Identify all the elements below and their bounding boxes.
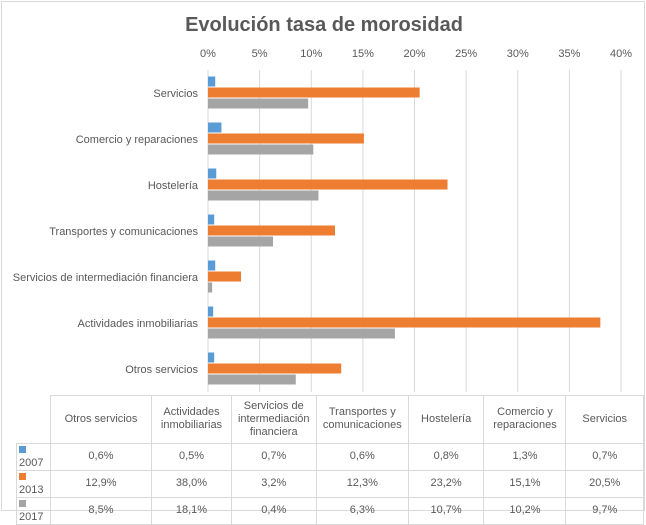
category-label: Servicios bbox=[153, 88, 198, 100]
x-tick-label: 20% bbox=[403, 48, 425, 60]
bar-2007 bbox=[208, 214, 215, 225]
table-corner bbox=[16, 395, 51, 444]
bar-2013 bbox=[208, 87, 420, 98]
table-row: 2007 0,6% 0,5% 0,7% 0,6% 0,8% 1,3% 0,7% bbox=[16, 442, 644, 471]
bar-2013 bbox=[208, 225, 335, 236]
table-cell: 0,7% bbox=[565, 442, 644, 471]
chart-title: Evolución tasa de morosidad bbox=[185, 14, 463, 36]
legend-swatch bbox=[19, 499, 26, 507]
table-cell: 3,2% bbox=[230, 469, 317, 498]
x-tick-label: 35% bbox=[558, 48, 580, 60]
legend-swatch bbox=[19, 445, 26, 453]
table-column-header: Servicios bbox=[565, 395, 644, 444]
category-label: Transportes y comunicaciones bbox=[49, 226, 198, 238]
x-tick-label: 15% bbox=[352, 48, 374, 60]
series-label: 2013 bbox=[19, 483, 44, 496]
bar-2007 bbox=[208, 76, 216, 87]
bar-2017 bbox=[208, 98, 309, 109]
table-header-row: Otros servicios Actividades inmobiliarias… bbox=[16, 395, 644, 444]
table-cell: 23,2% bbox=[407, 469, 485, 498]
bar-2007 bbox=[208, 352, 215, 363]
series-label-cell: 2013 bbox=[16, 469, 51, 498]
bar-2007 bbox=[208, 306, 214, 317]
table-column-header: Actividades inmobiliarias bbox=[151, 395, 232, 444]
table-cell: 38,0% bbox=[151, 469, 232, 498]
category-label: Actividades inmobiliarias bbox=[78, 318, 199, 330]
table-cell: 0,7% bbox=[230, 442, 317, 471]
series-label-cell: 2017 bbox=[16, 496, 51, 525]
series-label-cell: 2007 bbox=[16, 442, 51, 471]
series-label: 2017 bbox=[19, 510, 44, 523]
table-row: 2013 12,9% 38,0% 3,2% 12,3% 23,2% 15,1% 20,5% bbox=[16, 469, 644, 498]
x-tick-label: 30% bbox=[507, 48, 529, 60]
table-cell: 8,5% bbox=[49, 496, 153, 525]
x-tick-label: 5% bbox=[252, 48, 268, 60]
table-column-header: Hostelería bbox=[407, 395, 485, 444]
table-column-header: Servicios de intermediación financiera bbox=[230, 395, 317, 444]
bar-2017 bbox=[208, 282, 213, 293]
series-label: 2007 bbox=[19, 456, 44, 469]
category-label: Servicios de intermediación financiera bbox=[13, 272, 199, 284]
table-cell: 15,1% bbox=[483, 469, 567, 498]
table-cell: 10,2% bbox=[483, 496, 567, 525]
table-cell: 0,5% bbox=[151, 442, 232, 471]
category-label: Comercio y reparaciones bbox=[76, 134, 199, 146]
table-column-header: Comercio y reparaciones bbox=[483, 395, 567, 444]
table-cell: 6,3% bbox=[315, 496, 409, 525]
table-cell: 9,7% bbox=[565, 496, 644, 525]
bar-2013 bbox=[208, 271, 242, 282]
bar-2013 bbox=[208, 133, 364, 144]
bar-2013 bbox=[208, 317, 601, 328]
x-tick-label: 40% bbox=[610, 48, 632, 60]
bar-2017 bbox=[208, 374, 296, 385]
table-cell: 18,1% bbox=[151, 496, 232, 525]
x-tick-label: 10% bbox=[300, 48, 322, 60]
bar-2013 bbox=[208, 363, 342, 374]
table-column-header: Transportes y comunicaciones bbox=[315, 395, 409, 444]
table-cell: 0,4% bbox=[230, 496, 317, 525]
bar-2017 bbox=[208, 328, 395, 339]
data-table: Otros servicios Actividades inmobiliarias… bbox=[16, 395, 644, 525]
table-cell: 12,9% bbox=[49, 469, 153, 498]
table-cell: 10,7% bbox=[407, 496, 485, 525]
table-column-header: Otros servicios bbox=[49, 395, 153, 444]
category-label: Otros servicios bbox=[125, 364, 198, 376]
bar-2013 bbox=[208, 179, 448, 190]
category-label: Hostelería bbox=[148, 180, 199, 192]
x-tick-label: 0% bbox=[200, 48, 216, 60]
bar-chart-plot: 0% 5% 10% 15% 20% 25% 30% 35% 40% Servicios Comerc… bbox=[13, 48, 632, 392]
x-tick-label: 25% bbox=[455, 48, 477, 60]
bar-2007 bbox=[208, 168, 217, 179]
table-cell: 20,5% bbox=[565, 469, 644, 498]
bar-2017 bbox=[208, 236, 274, 247]
bar-2017 bbox=[208, 144, 314, 155]
table-cell: 0,8% bbox=[407, 442, 485, 471]
bar-2007 bbox=[208, 260, 216, 271]
table-cell: 0,6% bbox=[49, 442, 153, 471]
legend-swatch bbox=[19, 472, 26, 480]
bar-2017 bbox=[208, 190, 319, 201]
table-cell: 12,3% bbox=[315, 469, 409, 498]
table-cell: 1,3% bbox=[483, 442, 567, 471]
table-cell: 0,6% bbox=[315, 442, 409, 471]
table-row: 2017 8,5% 18,1% 0,4% 6,3% 10,7% 10,2% 9,7% bbox=[16, 496, 644, 525]
bar-2007 bbox=[208, 122, 222, 133]
